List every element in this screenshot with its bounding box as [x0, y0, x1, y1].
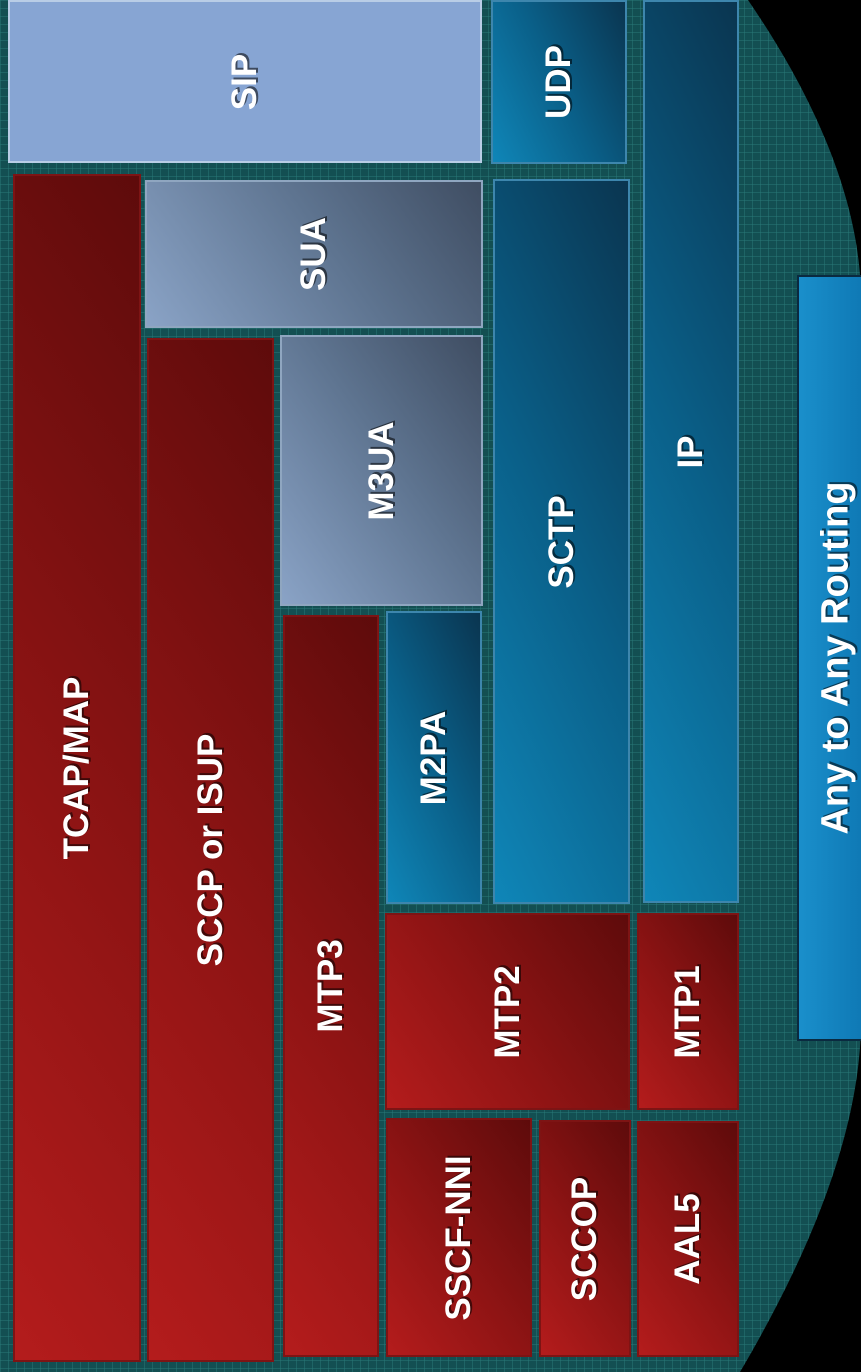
m2pa-label: M2PA: [414, 710, 453, 805]
ip-label: IP: [671, 434, 710, 469]
udp-block: UDP: [491, 0, 627, 164]
mtp1-block: MTP1: [637, 913, 739, 1110]
mtp2-block: MTP2: [385, 913, 630, 1110]
mtp3-block: MTP3: [283, 615, 379, 1357]
routing-label: Any to Any Routing: [814, 481, 857, 835]
mtp1-label: MTP1: [668, 964, 707, 1059]
tcap-map-label: TCAP/MAP: [57, 676, 96, 860]
sip-block: SIP: [8, 0, 482, 163]
sccp-isup-label: SCCP or ISUP: [190, 733, 230, 967]
sscf-nni-label: SSCF-NNI: [439, 1154, 478, 1321]
sip-label: SIP: [225, 53, 264, 110]
sccop-label: SCCOP: [565, 1176, 604, 1301]
aal5-block: AAL5: [637, 1121, 739, 1357]
sctp-label: SCTP: [541, 494, 581, 589]
m2pa-block: M2PA: [386, 611, 482, 904]
udp-label: UDP: [539, 45, 578, 119]
sccop-block: SCCOP: [539, 1120, 631, 1357]
ip-block: IP: [643, 0, 739, 903]
sctp-block: SCTP: [493, 179, 630, 904]
mtp3-label: MTP3: [311, 939, 350, 1033]
m3ua-block: M3UA: [280, 335, 483, 606]
routing-box: Any to Any Routing: [797, 275, 861, 1041]
sua-label: SUA: [294, 217, 333, 291]
sua-block: SUA: [145, 180, 483, 328]
sscf-nni-block: SSCF-NNI: [386, 1118, 532, 1357]
tcap-map-block: TCAP/MAP: [13, 174, 141, 1362]
mtp2-label: MTP2: [487, 964, 527, 1059]
aal5-label: AAL5: [668, 1193, 707, 1285]
sccp-isup-block: SCCP or ISUP: [147, 338, 274, 1362]
m3ua-label: M3UA: [361, 420, 401, 521]
